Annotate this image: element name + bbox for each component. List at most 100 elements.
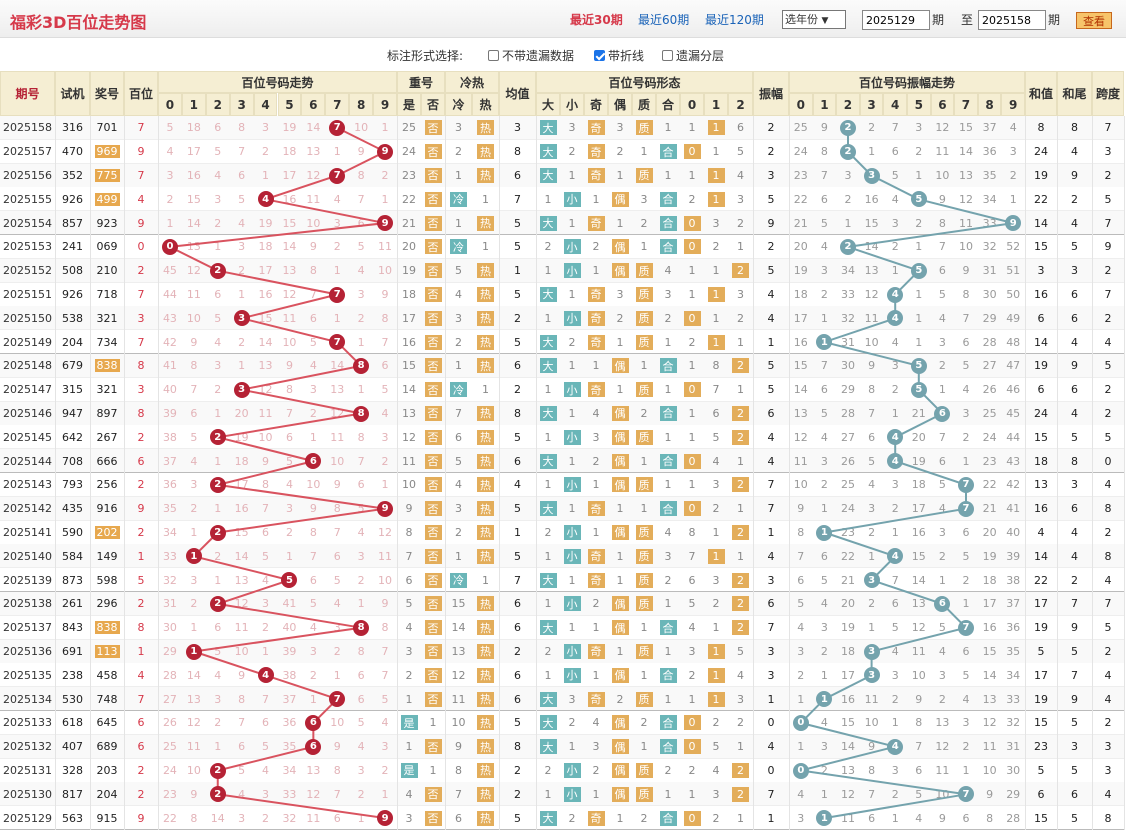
amp-miss-cell: 7 — [820, 168, 828, 182]
mean-cell: 5 — [514, 430, 521, 444]
form-cell: 大 — [536, 164, 560, 188]
road-cell: 0 — [680, 211, 704, 235]
trend-miss-cell: 5 — [309, 335, 317, 349]
form-cell: 奇 — [584, 116, 608, 140]
trial-cell: 679 — [62, 359, 83, 373]
trend-miss-cell: 8 — [357, 430, 365, 444]
amp-digit-header: 5 — [907, 93, 931, 116]
form-cell: 奇 — [584, 283, 608, 307]
tag-box: 否 — [424, 286, 442, 302]
amp-miss-cell: 6 — [891, 145, 899, 159]
amp-miss-cell: 37 — [982, 121, 997, 135]
table-row — [0, 449, 1124, 474]
coldhot-cell: 1 — [455, 216, 462, 230]
form-cell: 1 — [544, 430, 552, 444]
tag-box: 大 — [539, 167, 557, 183]
col-tail-header: 和尾 — [1057, 71, 1092, 116]
amp-miss-cell: 3 — [820, 264, 828, 278]
sum-cell: 19 — [1034, 359, 1048, 373]
tag-box: 奇 — [587, 310, 605, 326]
tag-box: 质 — [635, 429, 653, 445]
trend-miss-cell: 13 — [282, 264, 297, 278]
year-select[interactable]: 选年份 ▼ — [782, 10, 846, 29]
trend-miss-cell: 3 — [333, 216, 341, 230]
hundred-cell: 8 — [137, 359, 145, 373]
tag-box: 热 — [477, 477, 494, 493]
col-trend-header: 百位号码走势 — [158, 71, 397, 93]
amp-ball: 1 — [816, 524, 833, 541]
amp-ball: 2 — [840, 143, 856, 160]
form-cell: 1 — [544, 264, 552, 278]
tag-box: 奇 — [587, 382, 605, 398]
amp-miss-cell: 13 — [793, 406, 808, 420]
road-cell: 1 — [737, 454, 744, 468]
repeat-no-header: 否 — [421, 93, 445, 116]
amp-miss-cell: 7 — [938, 430, 946, 444]
tag-box: 合 — [659, 358, 677, 374]
table-row — [0, 258, 1124, 283]
recent-30-link[interactable]: 最近30期 — [570, 13, 623, 27]
amp-ball: 3 — [863, 667, 880, 684]
checkbox-icon[interactable] — [662, 50, 673, 61]
recent-120-link[interactable]: 最近120期 — [705, 13, 764, 27]
repeat-cell: 否 — [421, 449, 445, 473]
tag-box: 冷 — [450, 191, 467, 207]
repeat-yes-header: 是 — [397, 93, 421, 116]
amp-cell: 3 — [767, 168, 775, 182]
coldhot-cell: 热 — [472, 259, 499, 283]
repeat-cell: 20 — [402, 240, 416, 254]
road-cell: 1 — [688, 406, 696, 420]
table-row — [0, 139, 1124, 164]
to-issue-input[interactable] — [978, 10, 1046, 30]
road-cell: 2 — [688, 335, 696, 349]
road-cell: 3 — [712, 478, 720, 492]
amp-miss-cell: 50 — [1006, 287, 1021, 301]
option-polyline[interactable]: 带折线 — [594, 47, 644, 64]
trend-ball: 0 — [161, 238, 178, 255]
trend-miss-cell: 39 — [162, 406, 177, 420]
form-cell: 小 — [560, 425, 584, 449]
amp-miss-cell: 4 — [820, 430, 828, 444]
amp-miss-cell: 30 — [982, 287, 997, 301]
trial-cell: 204 — [62, 335, 83, 349]
issue-cell: 2025158 — [3, 121, 52, 135]
repeat-cell: 否 — [421, 140, 445, 164]
trial-cell: 642 — [62, 430, 83, 444]
checkbox-icon[interactable] — [488, 50, 499, 61]
table-row — [0, 520, 1124, 545]
amp-miss-cell: 1 — [868, 145, 876, 159]
option-no-miss[interactable]: 不带遗漏数据 — [488, 47, 574, 64]
coldhot-cell: 热 — [472, 140, 499, 164]
tag-box: 质 — [635, 334, 653, 350]
hundred-cell: 8 — [137, 406, 145, 420]
span-cell: 7 — [1104, 287, 1112, 301]
option-miss-layer[interactable]: 遗漏分层 — [662, 47, 724, 64]
from-issue-input[interactable] — [862, 10, 930, 30]
sum-cell: 6 — [1037, 383, 1045, 397]
form-cell: 奇 — [584, 140, 608, 164]
amp-cell: 4 — [767, 287, 775, 301]
amp-miss-cell: 51 — [1006, 264, 1021, 278]
trend-miss-cell: 7 — [357, 192, 365, 206]
tag-box: 冷 — [450, 239, 467, 255]
mean-cell: 2 — [514, 383, 521, 397]
form-cell: 偶 — [608, 473, 632, 497]
trend-miss-cell: 6 — [309, 311, 317, 325]
trend-miss-cell: 4 — [238, 216, 246, 230]
issue-cell: 2025143 — [3, 478, 52, 492]
tail-cell: 6 — [1071, 383, 1078, 397]
road-cell: 1 — [712, 525, 720, 539]
trend-miss-cell: 12 — [378, 525, 393, 539]
repeat-cell: 否 — [421, 521, 445, 545]
view-button[interactable]: 查看 — [1076, 12, 1112, 29]
recent-60-link[interactable]: 最近60期 — [638, 13, 690, 27]
hundred-cell: 9 — [137, 216, 145, 230]
repeat-cell: 否 — [421, 259, 445, 283]
trend-miss-cell: 15 — [258, 311, 273, 325]
amp-miss-cell: 2 — [938, 359, 946, 373]
hundred-cell: 9 — [137, 502, 145, 516]
coldhot-cell: 热 — [472, 354, 499, 378]
trend-ball: 9 — [377, 143, 394, 160]
checkbox-checked-icon[interactable] — [594, 50, 605, 61]
tag-box: 大 — [539, 120, 557, 136]
